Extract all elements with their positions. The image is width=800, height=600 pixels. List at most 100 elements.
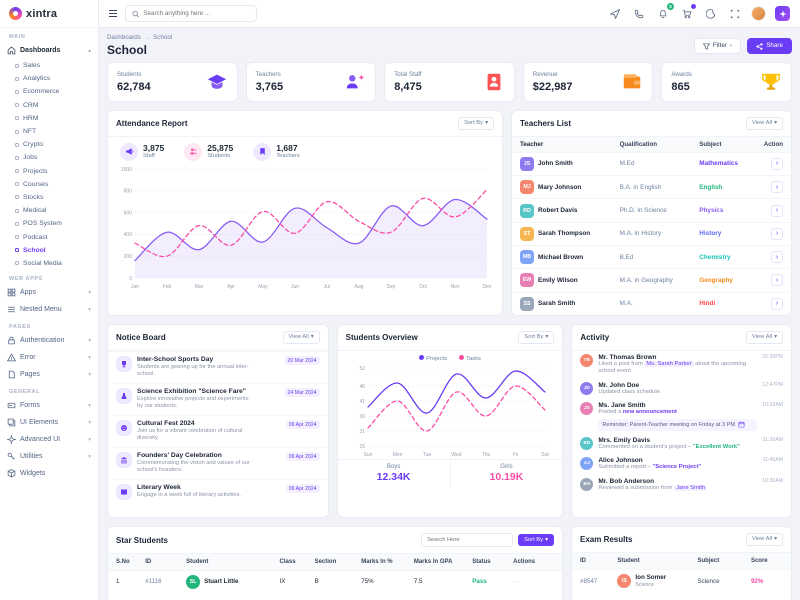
phone-icon[interactable] xyxy=(631,6,646,21)
sidebar-item-pos-system[interactable]: POS System xyxy=(0,217,98,230)
column-header: Class xyxy=(279,559,296,565)
svg-text:Mar: Mar xyxy=(195,284,204,290)
sidebar-item-nft[interactable]: NFT xyxy=(0,125,98,138)
cell-score: 92% xyxy=(750,577,764,585)
sidebar-item-courses[interactable]: Courses xyxy=(0,178,98,191)
notice-view-all-button[interactable]: View All ▾ xyxy=(282,331,320,344)
row-action-chevron-icon[interactable]: › xyxy=(771,251,783,264)
sidebar-item-podcast[interactable]: Podcast xyxy=(0,230,98,243)
sidebar-item-analytics[interactable]: Analytics xyxy=(0,72,98,85)
row-action-chevron-icon[interactable]: › xyxy=(771,274,783,287)
sidebar-item-hrm[interactable]: HRM xyxy=(0,112,98,125)
activity-view-all-button[interactable]: View All ▾ xyxy=(745,331,783,344)
notice-item[interactable]: Science Exhibition "Science Fare" Explore… xyxy=(108,382,328,415)
notice-item[interactable]: Founders' Day Celebration Commemorating t… xyxy=(108,446,328,479)
notice-item[interactable]: Cultural Fest 2024 Join us for a vibrant … xyxy=(108,414,328,447)
sidebar-item-widgets[interactable]: Widgets xyxy=(0,465,98,482)
user-avatar[interactable] xyxy=(751,6,766,21)
star-students-search[interactable] xyxy=(421,533,514,547)
activity-time: 11:30AM xyxy=(762,436,783,443)
stat-card-awards[interactable]: Awards 865 xyxy=(661,62,792,102)
row-action-chevron-icon[interactable]: › xyxy=(771,181,783,194)
sidebar-item-dashboards[interactable]: Dashboards ▴ xyxy=(0,42,98,59)
stat-card-students[interactable]: Students 62,784 xyxy=(107,62,238,102)
flask-icon xyxy=(116,388,132,405)
row-action-chevron-icon[interactable]: › xyxy=(771,297,783,310)
teachers-view-all-button[interactable]: View All ▾ xyxy=(745,117,783,130)
star-sort-button[interactable]: Sort By ▾ xyxy=(518,534,554,546)
sidebar-item-stocks[interactable]: Stocks xyxy=(0,191,98,204)
share-message-icon[interactable] xyxy=(607,6,622,21)
sidebar-item-projects[interactable]: Projects xyxy=(0,165,98,178)
bullet-icon xyxy=(15,235,19,240)
chevron-down-icon: ▾ xyxy=(88,371,91,378)
sidebar-item-authentication[interactable]: Authentication ▾ xyxy=(0,332,98,349)
sidebar-item-error[interactable]: Error ▾ xyxy=(0,349,98,366)
activity-item[interactable]: JS Ms. Jane Smith Posted a new announcem… xyxy=(572,399,791,434)
activity-item[interactable]: BA Mr. Bob Anderson Reviewed a submission… xyxy=(572,475,791,496)
exam-view-all-button[interactable]: View All ▾ xyxy=(745,533,783,546)
theme-switcher-button[interactable] xyxy=(775,6,790,21)
sidebar-item-advanced-ui[interactable]: Advanced UI ▾ xyxy=(0,431,98,448)
notice-board-card: Notice Board View All ▾ Inter-School Spor… xyxy=(107,324,329,518)
card-title: Teachers List xyxy=(520,118,571,128)
activity-item[interactable]: JD Mr. John Doe Updated class schedule 12… xyxy=(572,379,791,400)
sidebar-item-crypto[interactable]: Crypto xyxy=(0,138,98,151)
avatar: SL xyxy=(186,574,201,589)
highlight-link[interactable]: new announcement xyxy=(622,409,677,416)
cart-icon[interactable] xyxy=(679,4,696,21)
notice-item[interactable]: Literary Week Engage in a week full of li… xyxy=(108,478,328,505)
row-action-chevron-icon[interactable]: › xyxy=(771,157,783,170)
notice-title: Literary Week xyxy=(137,484,181,492)
row-action-chevron-icon[interactable]: › xyxy=(771,227,783,240)
notifications-bell-icon[interactable]: 5 xyxy=(655,3,674,21)
menu-toggle-icon[interactable] xyxy=(109,10,117,17)
sidebar-item-school[interactable]: School xyxy=(0,244,98,257)
stat-card-revenue[interactable]: Revenue $22,987 xyxy=(522,62,654,102)
brand-logo[interactable]: xintra xyxy=(0,0,98,28)
notice-item[interactable]: Inter-School Sports Day Students are gear… xyxy=(108,350,328,383)
sidebar-item-label: POS System xyxy=(23,220,62,228)
sidebar-item-pages[interactable]: Pages ▾ xyxy=(0,366,98,383)
activity-item[interactable]: AJ Alice Johnson Submitted a report – "Sc… xyxy=(572,454,791,475)
filter-button[interactable]: Filter ▾ xyxy=(693,38,742,54)
sidebar-item-label: Podcast xyxy=(23,233,48,241)
svg-text:Sep: Sep xyxy=(387,284,396,290)
stat-card-teachers[interactable]: Teachers 3,765 xyxy=(245,62,377,102)
people-icon xyxy=(184,142,203,161)
sidebar-item-utilities[interactable]: Utilities ▾ xyxy=(0,448,98,465)
legend-dot-projects xyxy=(419,354,425,360)
search-input[interactable] xyxy=(143,10,250,17)
row-actions[interactable]: ··· xyxy=(513,578,520,585)
sidebar-item-medical[interactable]: Medical xyxy=(0,204,98,217)
sidebar-item-apps[interactable]: Apps ▾ xyxy=(0,284,98,301)
sidebar-item-social-media[interactable]: Social Media xyxy=(0,257,98,270)
sidebar-item-forms[interactable]: Forms ▾ xyxy=(0,397,98,414)
teacher-name: Sarah Smith xyxy=(538,300,576,308)
sidebar-item-label: Dashboards xyxy=(20,47,61,54)
fullscreen-grid-icon[interactable] xyxy=(727,6,742,21)
svg-text:Nov: Nov xyxy=(451,284,460,290)
activity-item[interactable]: TB Mr. Thomas Brown Liked a post from Ms.… xyxy=(572,351,791,379)
breadcrumb-parent[interactable]: Dashboards xyxy=(107,34,141,41)
sidebar-item-jobs[interactable]: Jobs xyxy=(0,151,98,164)
overview-sort-button[interactable]: Sort By ▾ xyxy=(518,331,555,344)
row-action-chevron-icon[interactable]: › xyxy=(771,204,783,217)
sidebar-item-sales[interactable]: Sales xyxy=(0,59,98,72)
sidebar-item-ui-elements[interactable]: UI Elements ▾ xyxy=(0,414,98,431)
bullet-icon xyxy=(15,208,19,213)
sidebar-item-nested-menu[interactable]: Nested Menu ▾ xyxy=(0,301,98,318)
attendance-sort-button[interactable]: Sort By ▾ xyxy=(458,117,494,130)
global-search[interactable] xyxy=(125,5,257,22)
star-search-input[interactable] xyxy=(427,537,508,543)
avatar: IS xyxy=(617,574,632,589)
sidebar-section-general: GENERAL xyxy=(9,389,41,395)
dark-mode-icon[interactable] xyxy=(703,6,718,21)
megaphone-icon xyxy=(120,142,138,161)
sidebar-item-crm[interactable]: CRM xyxy=(0,99,98,112)
activity-item[interactable]: ED Mrs. Emily Davis Commented on a studen… xyxy=(572,434,791,455)
share-button[interactable]: Share xyxy=(747,38,792,54)
svg-text:41: 41 xyxy=(359,399,365,405)
stat-card-total-staff[interactable]: Total Staff 8,475 xyxy=(384,62,515,102)
sidebar-item-ecommerce[interactable]: Ecommerce xyxy=(0,85,98,98)
